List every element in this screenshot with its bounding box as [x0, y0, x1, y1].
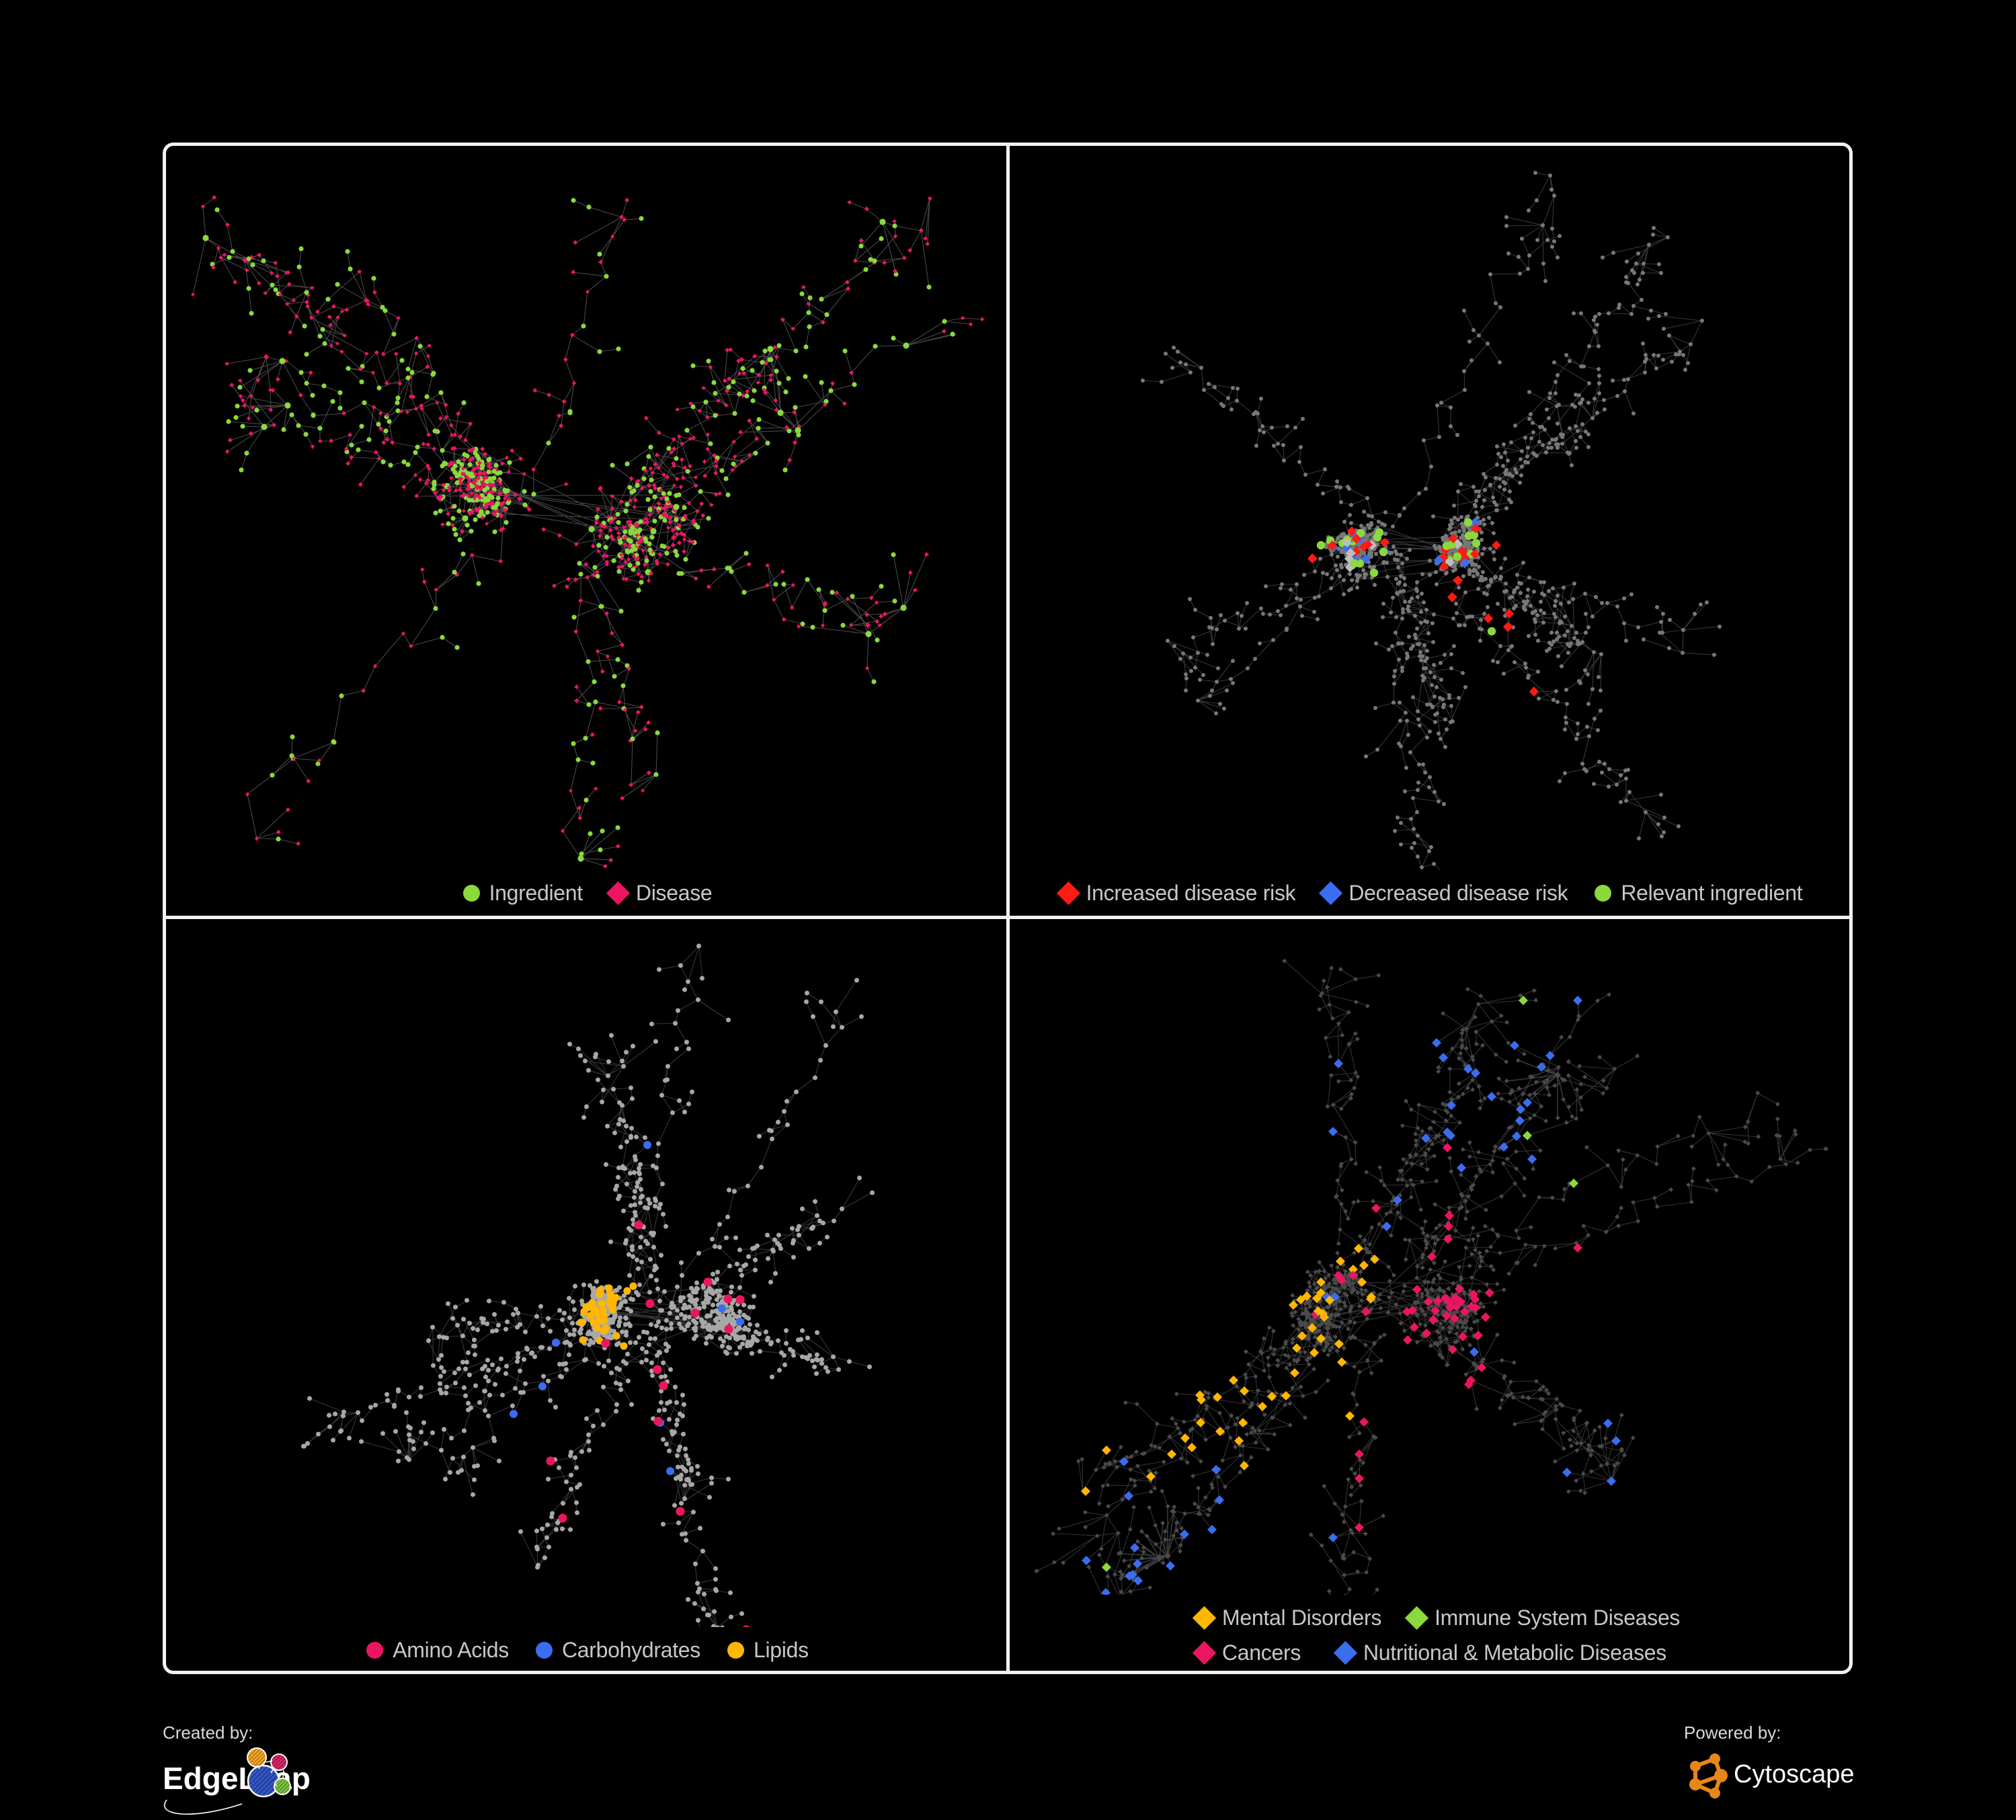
- svg-text:Cytoscape: Cytoscape: [1734, 1760, 1855, 1788]
